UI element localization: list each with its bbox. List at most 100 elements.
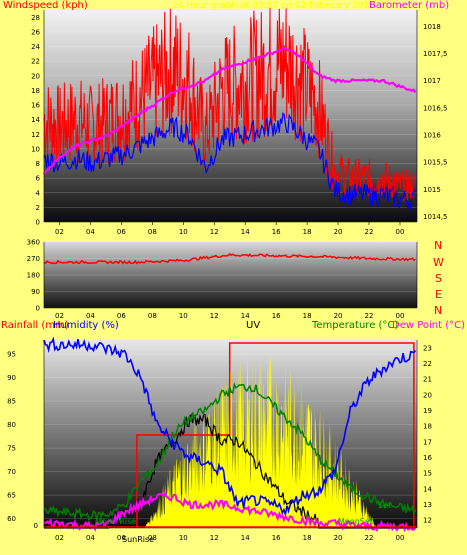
temperature-label: Temperature (°C) xyxy=(312,320,399,331)
p1-right-tick: 1015 xyxy=(423,186,441,194)
p2-x-tick: 12 xyxy=(210,312,219,320)
p1-left-tick: 4 xyxy=(36,189,41,197)
p3-right-tick: 14 xyxy=(423,485,432,493)
p1-x-tick: 10 xyxy=(179,228,188,236)
p3-right-tick: 22 xyxy=(423,360,432,368)
p3-right-tick: 21 xyxy=(423,376,432,384)
p3-x-tick: 22 xyxy=(365,534,374,542)
p1-left-tick: 8 xyxy=(36,160,40,168)
p1-x-tick: 12 xyxy=(210,228,219,236)
p1-x-tick: 02 xyxy=(55,228,64,236)
p2-x-tick: 02 xyxy=(55,312,64,320)
p2-x-tick: 22 xyxy=(365,312,374,320)
windspeed-label: Windspeed (kph) xyxy=(3,0,88,11)
p1-right-tick: 1017 xyxy=(423,77,441,85)
graph-title: 24 Hour graph at 03:07 on 02 February 20… xyxy=(172,1,375,11)
p1-x-tick: 00 xyxy=(396,228,405,236)
compass-s: S xyxy=(435,272,442,285)
p2-x-tick: 04 xyxy=(86,312,95,320)
p3-left-tick: 60 xyxy=(7,515,16,523)
p3-x-tick: 04 xyxy=(86,534,95,542)
p1-left-tick: 0 xyxy=(36,219,40,227)
p1-left-tick: 6 xyxy=(36,175,41,183)
p2-left-tick: 0 xyxy=(36,305,40,313)
p3-right-tick: 12 xyxy=(423,517,432,525)
compass-w: W xyxy=(433,256,444,269)
humidity-label: Humidity (%) xyxy=(53,320,119,331)
p3-left-tick: 65 xyxy=(7,492,16,500)
sunrise-annotation: SunRise xyxy=(122,535,155,544)
p1-x-tick: 18 xyxy=(303,228,312,236)
p3-x-tick: 06 xyxy=(117,534,126,542)
set-annotation: Set xyxy=(378,501,392,510)
p3-rain-zero: 0 xyxy=(34,522,38,530)
p3-left-tick: 85 xyxy=(7,398,16,406)
p1-left-tick: 22 xyxy=(31,58,40,66)
p1-x-tick: 04 xyxy=(86,228,95,236)
p3-right-tick: 17 xyxy=(423,438,432,446)
p1-x-tick: 14 xyxy=(241,228,250,236)
p3-x-tick: 00 xyxy=(396,534,405,542)
p1-right-tick: 1017,5 xyxy=(423,50,448,58)
p1-left-tick: 14 xyxy=(31,116,40,124)
dewpoint-line xyxy=(43,490,416,533)
moonset-annotation: MoonSet xyxy=(338,517,373,526)
p3-left-tick: 70 xyxy=(7,468,16,476)
p3-x-tick: 02 xyxy=(55,534,64,542)
panel2-bg xyxy=(44,242,417,308)
p1-right-tick: 1018 xyxy=(423,23,441,31)
barometer-line xyxy=(43,46,417,175)
p1-left-tick: 26 xyxy=(31,28,40,36)
humidity-line xyxy=(43,336,417,516)
windspeed-line xyxy=(43,7,416,202)
uv-label: UV xyxy=(246,320,261,331)
p1-left-tick: 20 xyxy=(31,72,40,80)
compass-n-top: N xyxy=(434,239,443,252)
p3-right-tick: 15 xyxy=(423,470,432,478)
p3-x-tick: 18 xyxy=(303,534,312,542)
compass-n-bottom: N xyxy=(434,304,443,317)
p1-x-tick: 08 xyxy=(148,228,157,236)
p1-left-tick: 18 xyxy=(31,87,40,95)
p1-left-tick: 12 xyxy=(31,131,40,139)
p1-left-tick: 24 xyxy=(31,43,40,51)
p1-x-tick: 22 xyxy=(365,228,374,236)
p2-x-tick: 10 xyxy=(179,312,188,320)
moonrise-annotation: Moon Rise xyxy=(95,517,137,526)
temperature-line xyxy=(43,382,417,522)
p2-left-tick: 270 xyxy=(27,255,40,263)
p3-x-tick: 16 xyxy=(272,534,281,542)
p2-x-tick: 08 xyxy=(148,312,157,320)
p3-right-tick: 13 xyxy=(423,501,432,509)
p2-left-tick: 360 xyxy=(27,239,40,247)
p2-x-tick: 14 xyxy=(241,312,250,320)
p1-left-tick: 2 xyxy=(36,204,40,212)
p3-right-tick: 23 xyxy=(423,344,432,352)
wind-direction-line xyxy=(43,252,416,265)
p1-left-tick: 28 xyxy=(31,14,40,22)
p3-left-tick: 80 xyxy=(7,421,16,429)
p3-x-tick: 10 xyxy=(179,534,188,542)
p1-right-tick: 1015,5 xyxy=(423,159,448,167)
p1-x-tick: 06 xyxy=(117,228,126,236)
p2-x-tick: 18 xyxy=(303,312,312,320)
p2-left-tick: 90 xyxy=(31,288,40,296)
p3-left-tick: 95 xyxy=(7,351,16,359)
p1-left-tick: 10 xyxy=(31,145,40,153)
average-wind-line xyxy=(43,111,417,211)
p3-x-tick: 08 xyxy=(148,534,157,542)
p3-right-tick: 20 xyxy=(423,391,432,399)
compass-e: E xyxy=(435,288,442,301)
p1-right-tick: 1016 xyxy=(423,132,441,140)
barometer-label: Barometer (mb) xyxy=(369,0,450,11)
p3-x-tick: 12 xyxy=(210,534,219,542)
p2-x-tick: 00 xyxy=(396,312,405,320)
p1-x-tick: 20 xyxy=(334,228,343,236)
p3-left-tick: 90 xyxy=(7,374,16,382)
p2-x-tick: 20 xyxy=(334,312,343,320)
p3-right-tick: 19 xyxy=(423,407,432,415)
rainfall-label: Rainfall (mm) xyxy=(1,320,69,331)
p1-x-tick: 16 xyxy=(272,228,281,236)
p1-left-tick: 16 xyxy=(31,102,40,110)
p2-x-tick: 16 xyxy=(272,312,281,320)
